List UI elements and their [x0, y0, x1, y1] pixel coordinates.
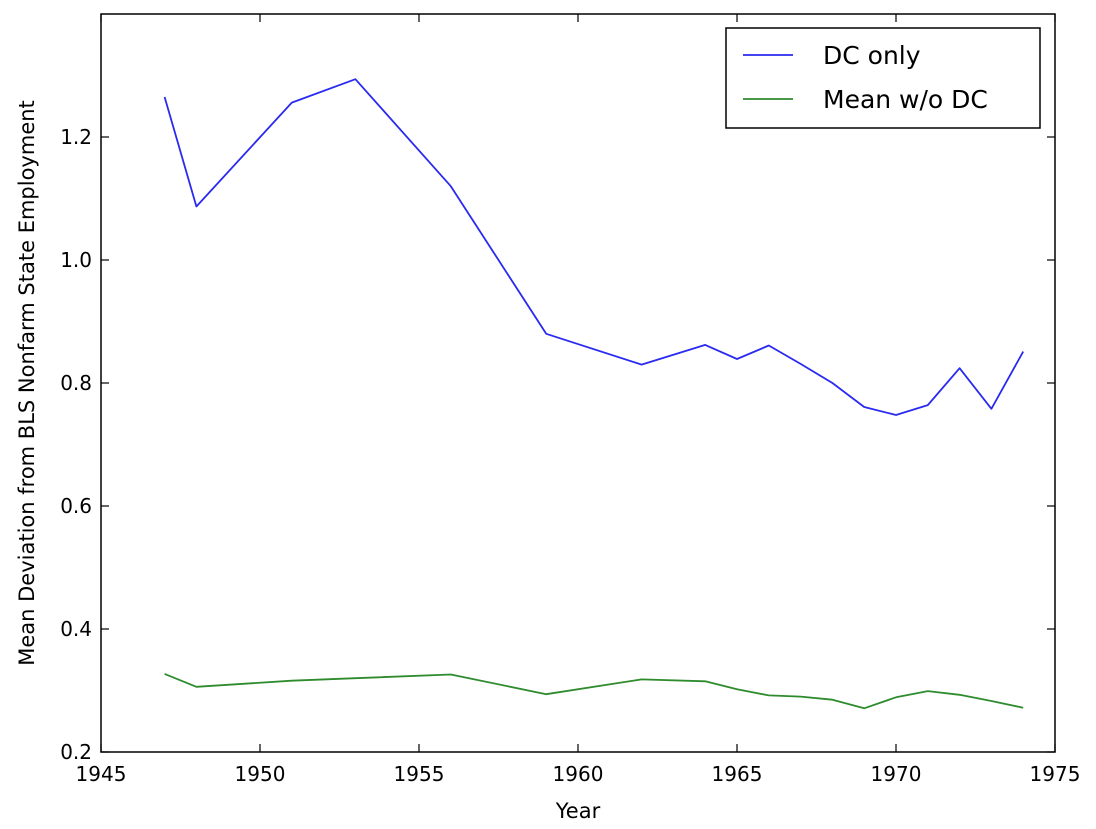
legend-label-dc-only: DC only: [823, 41, 921, 70]
x-tick-label: 1945: [76, 762, 127, 786]
legend-box: [725, 27, 1041, 129]
legend: DC only Mean w/o DC: [725, 27, 1041, 129]
y-tick-label: 0.4: [60, 617, 92, 641]
x-tick-label: 1950: [235, 762, 286, 786]
x-tick-label: 1975: [1030, 762, 1081, 786]
y-tick-label: 1.0: [60, 248, 92, 272]
y-tick-label: 0.2: [60, 740, 92, 764]
y-tick-label: 0.6: [60, 494, 92, 518]
series-line-dc-only: [163, 78, 1024, 416]
ticks-layer: 1945 1950 1955 1960 1965 1970 1975 0.2 0.4 0.6 0.8…: [60, 14, 1080, 786]
legend-label-mean-wo-dc: Mean w/o DC: [823, 85, 988, 114]
x-tick-label: 1955: [394, 762, 445, 786]
x-axis-title: Year: [555, 799, 601, 823]
x-tick-label: 1965: [712, 762, 763, 786]
x-tick-label: 1960: [553, 762, 604, 786]
series-line-mean-w-o-dc: [164, 673, 1024, 710]
y-tick-label: 0.8: [60, 371, 92, 395]
series-layer: [163, 78, 1024, 710]
y-tick-label: 1.2: [60, 125, 92, 149]
x-tick-label: 1970: [871, 762, 922, 786]
y-axis-title: Mean Deviation from BLS Nonfarm State Em…: [15, 100, 39, 666]
